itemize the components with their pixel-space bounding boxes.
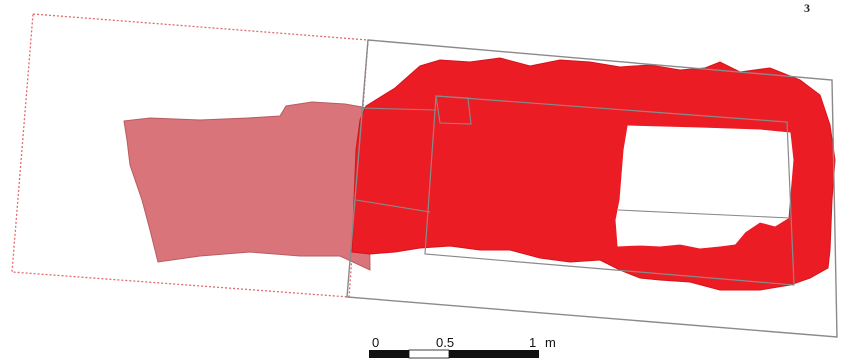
trench-outline-inner [424,95,795,286]
scale-bar-segment-1 [369,350,409,358]
division-line-upper [359,107,437,111]
block-divider-line [617,209,791,219]
small-square-outline [435,95,472,125]
scale-label-1: 1 [529,335,536,350]
scale-label-0-5: 0.5 [436,335,454,350]
projected-area [123,101,371,271]
corner-label: 3 [804,1,810,15]
scale-label-0: 0 [372,335,379,350]
scale-bar-segment-2 [408,349,450,359]
scale-unit-label: m [545,335,556,350]
scale-bar-segment-3 [449,350,539,358]
trench-outline-outer [346,39,838,338]
division-line-lower [355,199,431,213]
scale-bar: 0 0.5 1 m [369,335,556,359]
